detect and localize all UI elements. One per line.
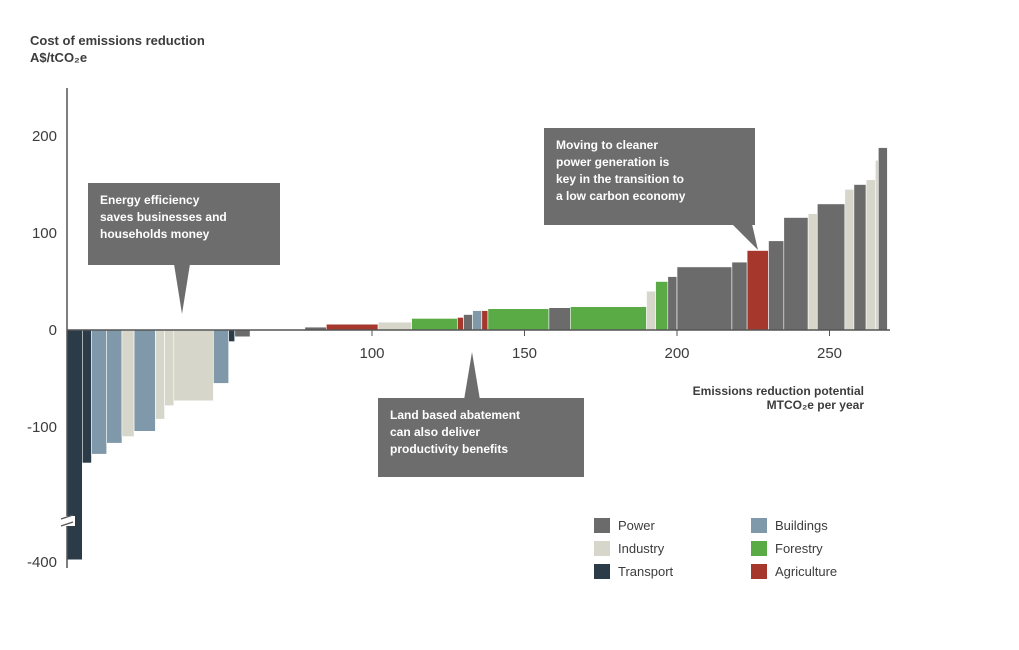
bar-agriculture — [481, 310, 489, 331]
bar-forestry — [655, 281, 669, 331]
bar-agriculture — [746, 250, 769, 331]
y-tick-label: 0 — [49, 322, 57, 339]
bar-buildings — [133, 329, 156, 432]
legend: Power Industry Transport Buildings Fores… — [594, 518, 894, 588]
bar-buildings — [106, 329, 123, 444]
y-tick-label: -100 — [27, 419, 57, 436]
legend-label: Power — [618, 518, 655, 533]
ticks-layer: 100 150 200 250 200 100 0 -100 -400 — [27, 128, 842, 571]
bar-forestry — [411, 318, 458, 331]
callout-power-pointer — [732, 224, 758, 250]
x-axis-label: Emissions reduction potential MTCO₂e per… — [620, 384, 864, 412]
bar-industry — [164, 329, 175, 406]
bar-industry — [844, 189, 855, 331]
legend-label: Buildings — [775, 518, 828, 533]
legend-swatch-forestry — [751, 541, 767, 556]
bar-power — [676, 266, 733, 331]
legend-item-buildings: Buildings — [751, 518, 828, 533]
callout-power-line: a low carbon economy — [556, 189, 686, 203]
legend-label: Agriculture — [775, 564, 838, 579]
bar-industry — [173, 329, 214, 402]
y-tick-label: 200 — [32, 128, 57, 145]
y-tick-label: -400 — [27, 554, 57, 571]
bar-power — [816, 203, 846, 331]
legend-swatch-industry — [594, 541, 610, 556]
legend-item-industry: Industry — [594, 541, 664, 556]
bar-power — [548, 307, 571, 331]
callout-power-line: key in the transition to — [556, 172, 685, 186]
bar-power — [853, 184, 867, 331]
legend-swatch-buildings — [751, 518, 767, 533]
x-tick-label: 100 — [359, 345, 384, 362]
bar-agriculture — [457, 317, 464, 331]
legend-swatch-agriculture — [751, 564, 767, 579]
bar-industry — [646, 290, 656, 331]
bar-power — [783, 217, 809, 331]
legend-item-forestry: Forestry — [751, 541, 823, 556]
x-tick-label: 150 — [512, 345, 537, 362]
bar-forestry — [487, 308, 550, 331]
callout-cleaner-power: Moving to cleaner power generation is ke… — [544, 128, 755, 225]
legend-label: Transport — [618, 564, 674, 579]
legend-item-agriculture: Agriculture — [751, 564, 837, 579]
legend-label: Industry — [618, 541, 665, 556]
callout-efficiency-line: saves businesses and — [100, 210, 227, 224]
legend-swatch-power — [594, 518, 610, 533]
y-axis-break-icon — [60, 514, 75, 527]
x-tick-label: 200 — [664, 345, 689, 362]
callout-energy-efficiency: Energy efficiency saves businesses and h… — [88, 183, 280, 265]
bar-industry — [155, 329, 165, 420]
y-axis-label-line2: A$/tCO₂e — [30, 50, 88, 65]
bar-buildings — [472, 310, 483, 331]
callout-land-pointer — [464, 352, 480, 400]
callout-land-line: Land based abatement — [390, 408, 521, 422]
x-axis-label-line2: MTCO₂e per year — [766, 398, 864, 412]
x-axis-label-line1: Emissions reduction potential — [692, 384, 864, 398]
legend-label: Forestry — [775, 541, 823, 556]
bar-transport — [82, 329, 92, 464]
callout-land-line: productivity benefits — [390, 442, 509, 456]
bar-buildings — [91, 329, 108, 455]
axes-layer — [60, 88, 890, 568]
y-axis-label-line1: Cost of emissions reduction — [30, 33, 205, 48]
bar-power — [877, 147, 888, 331]
callout-efficiency-pointer — [174, 264, 190, 314]
callout-power-line: power generation is — [556, 155, 670, 169]
legend-item-transport: Transport — [594, 564, 673, 579]
callout-efficiency-line: households money — [100, 227, 210, 241]
callout-land-line: can also deliver — [390, 425, 481, 439]
bar-power — [234, 329, 251, 338]
y-tick-label: 100 — [32, 225, 57, 242]
callout-efficiency-line: Energy efficiency — [100, 193, 200, 207]
bar-power — [463, 314, 473, 331]
bar-industry — [874, 160, 879, 331]
bar-industry — [377, 321, 413, 331]
x-tick-label: 250 — [817, 345, 842, 362]
bar-industry — [865, 179, 876, 331]
bar-power — [667, 276, 678, 331]
bar-transport — [228, 329, 236, 342]
bar-industry — [807, 213, 818, 331]
legend-swatch-transport — [594, 564, 610, 579]
legend-item-power: Power — [594, 518, 655, 533]
bar-power — [731, 261, 748, 331]
bar-forestry — [569, 306, 647, 331]
callout-power-line: Moving to cleaner — [556, 138, 659, 152]
bar-industry — [121, 329, 135, 437]
bar-power — [768, 240, 785, 331]
bar-agriculture — [325, 323, 379, 331]
callout-land-abatement: Land based abatement can also deliver pr… — [378, 398, 584, 477]
bar-buildings — [213, 329, 229, 384]
bars-layer — [66, 147, 888, 561]
